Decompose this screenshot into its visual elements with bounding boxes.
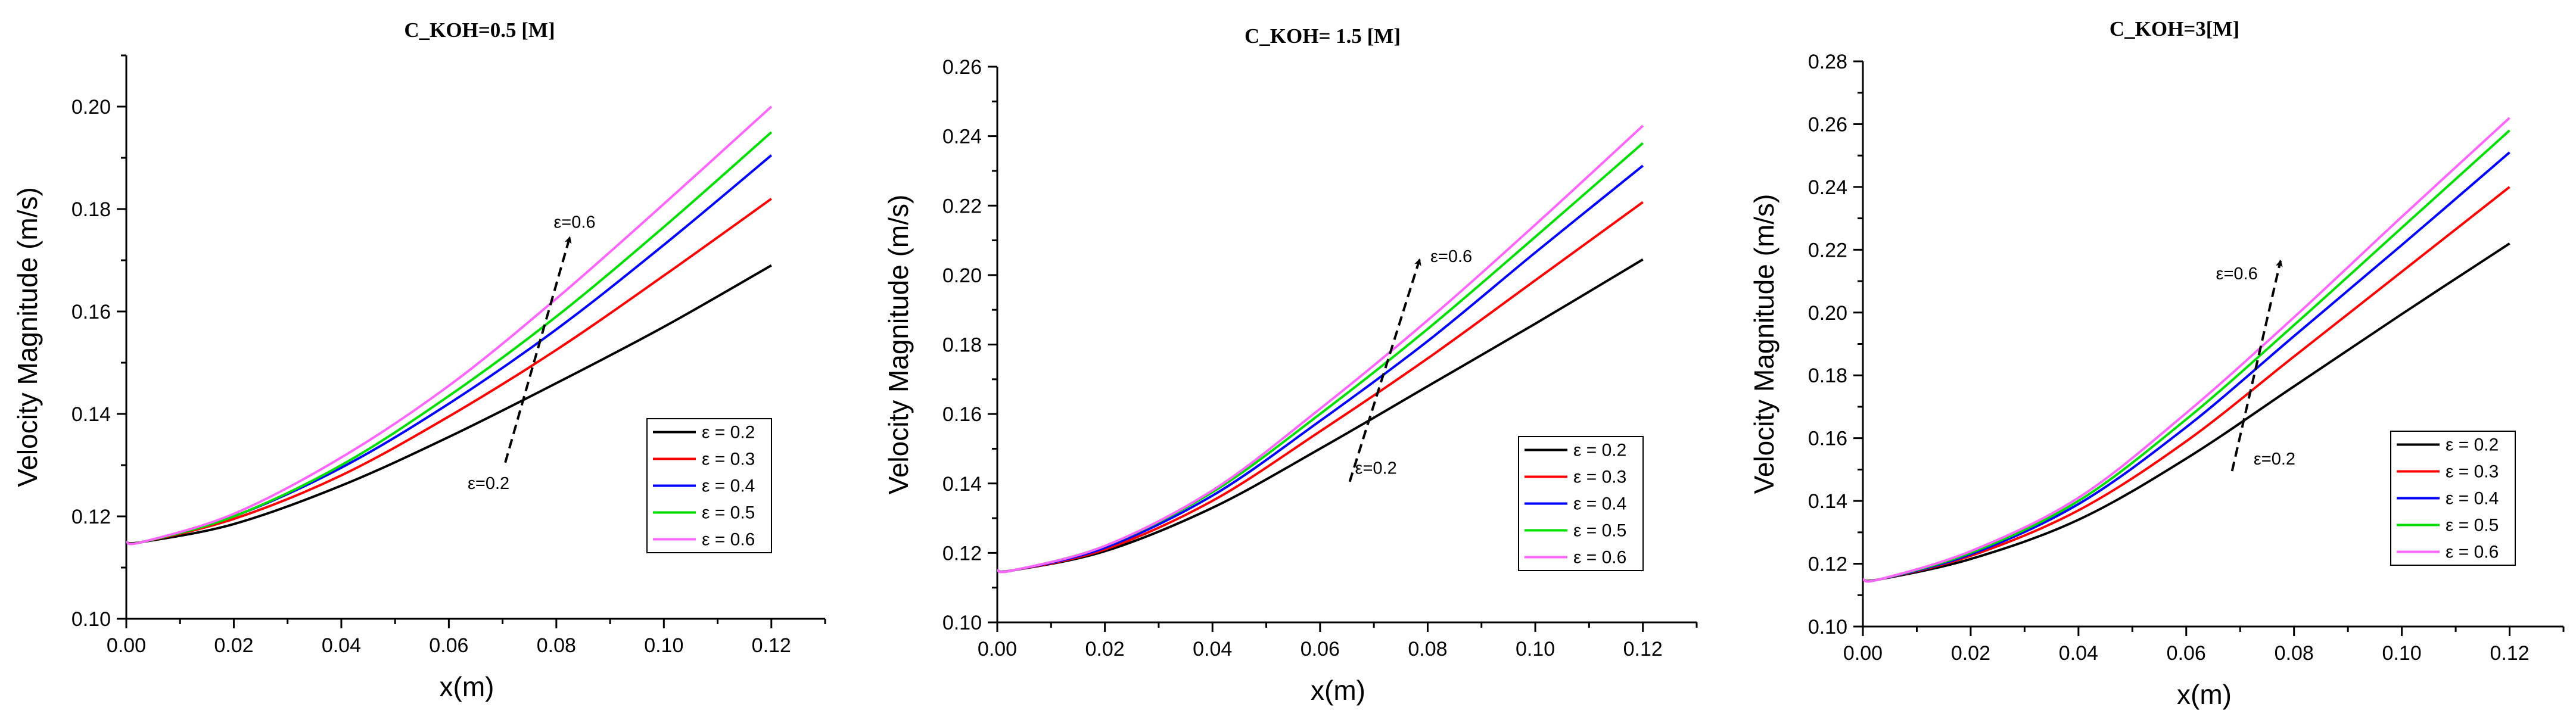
y-tick-label: 0.14 xyxy=(942,473,982,496)
legend-label: ε = 0.3 xyxy=(1573,468,1626,487)
y-tick-label: 0.20 xyxy=(71,96,111,119)
y-tick-label: 0.16 xyxy=(942,403,982,426)
chart-panel-3: C_KOH=3[M] 0.00 0.02 0.04 0.06 0.08 0.10 0.12 0.… xyxy=(1749,17,2565,710)
dashed-arrow xyxy=(2230,259,2283,472)
x-tick-label: 0.06 xyxy=(429,634,468,657)
annotation-label: ε=0.6 xyxy=(1430,247,1472,266)
x-tick-label: 0.04 xyxy=(2059,642,2098,665)
y-axis-label: Velocity Magnitude (m/s) xyxy=(883,195,914,495)
legend-label: ε = 0.2 xyxy=(702,423,755,443)
x-tick-label: 0.12 xyxy=(2490,642,2529,665)
y-tick-label: 0.12 xyxy=(71,506,111,528)
y-tick-label: 0.10 xyxy=(1808,616,1847,638)
legend-label: ε = 0.6 xyxy=(2446,543,2499,562)
x-tick-label: 0.02 xyxy=(1085,638,1125,660)
y-tick-label: 0.20 xyxy=(942,264,982,287)
x-tick-label: 0.08 xyxy=(2275,642,2314,665)
y-tick-label: 0.26 xyxy=(942,56,982,79)
chart-title: C_KOH=0.5 [M] xyxy=(404,18,555,42)
x-tick-label: 0.02 xyxy=(1951,642,1990,665)
y-tick-label: 0.24 xyxy=(1808,176,1847,199)
x-tick-label: 0.10 xyxy=(2382,642,2422,665)
y-tick-label: 0.22 xyxy=(942,195,982,217)
series-line-1 xyxy=(126,264,772,545)
x-axis-label: x(m) xyxy=(2177,679,2232,710)
legend: ε = 0.2 ε = 0.3 ε = 0.4 ε = 0.5 ε = 0.6 xyxy=(646,418,772,553)
y-tick-label: 0.10 xyxy=(942,612,982,634)
x-tick-label: 0.00 xyxy=(1843,642,1883,665)
y-tick-label: 0.16 xyxy=(71,301,111,323)
chart-title: C_KOH=3[M] xyxy=(2110,17,2239,40)
y-tick-label: 0.18 xyxy=(71,198,111,221)
legend-label: ε = 0.3 xyxy=(702,450,755,469)
annotation-label: ε=0.2 xyxy=(1355,459,1397,478)
legend-label: ε = 0.4 xyxy=(2446,489,2499,509)
x-tick-label: 0.00 xyxy=(978,638,1017,660)
legend-label: ε = 0.5 xyxy=(1573,521,1626,541)
legend-label: ε = 0.2 xyxy=(2446,435,2499,455)
x-tick-label: 0.00 xyxy=(107,634,146,657)
y-tick-label: 0.22 xyxy=(1808,239,1847,261)
legend-label: ε = 0.3 xyxy=(2446,462,2499,482)
x-tick-label: 0.04 xyxy=(1193,638,1232,660)
x-tick-label: 0.06 xyxy=(2167,642,2206,665)
y-tick-label: 0.14 xyxy=(1808,490,1847,513)
dashed-arrow xyxy=(1348,258,1421,482)
chart-panel-2: C_KOH= 1.5 [M] 0.00 0.02 0.04 0.06 0.08 0.10 0.… xyxy=(883,24,1698,706)
dashed-arrow xyxy=(504,236,572,463)
series-line-1 xyxy=(1862,242,2510,582)
y-tick-label: 0.12 xyxy=(1808,553,1847,576)
legend-label: ε = 0.6 xyxy=(702,530,755,550)
y-tick-label: 0.12 xyxy=(942,542,982,565)
x-tick-label: 0.06 xyxy=(1301,638,1340,660)
x-axis-label: x(m) xyxy=(440,671,494,702)
x-axis-label: x(m) xyxy=(1311,675,1365,706)
y-tick-label: 0.14 xyxy=(71,403,111,426)
y-tick-label: 0.16 xyxy=(1808,428,1847,450)
legend: ε = 0.2 ε = 0.3 ε = 0.4 ε = 0.5 ε = 0.6 xyxy=(2390,431,2516,566)
x-tick-label: 0.10 xyxy=(1516,638,1555,660)
legend-label: ε = 0.4 xyxy=(1573,494,1626,514)
y-tick-label: 0.20 xyxy=(1808,302,1847,325)
x-tick-label: 0.08 xyxy=(537,634,576,657)
legend-label: ε = 0.5 xyxy=(2446,516,2499,535)
annotation-label: ε=0.2 xyxy=(2254,450,2295,469)
annotation-label: ε=0.2 xyxy=(468,474,509,493)
x-tick-label: 0.02 xyxy=(214,634,253,657)
y-tick-label: 0.18 xyxy=(942,334,982,357)
legend-label: ε = 0.6 xyxy=(1573,548,1626,568)
x-tick-label: 0.04 xyxy=(322,634,361,657)
legend-label: ε = 0.4 xyxy=(702,476,755,496)
y-tick-label: 0.18 xyxy=(1808,364,1847,387)
annotation-label: ε=0.6 xyxy=(553,213,595,232)
x-tick-label: 0.12 xyxy=(752,634,791,657)
y-tick-label: 0.10 xyxy=(71,608,111,631)
chart-panel-1: C_KOH=0.5 [M] 0.00 0.02 0.04 0.06 0.08 0.10 0.1… xyxy=(12,18,826,702)
y-axis-label: Velocity Magnitude (m/s) xyxy=(1749,194,1779,494)
x-tick-label: 0.08 xyxy=(1408,638,1447,660)
y-tick-label: 0.24 xyxy=(942,126,982,148)
legend-label: ε = 0.5 xyxy=(702,503,755,523)
series-line-5 xyxy=(126,105,773,546)
x-tick-label: 0.12 xyxy=(1623,638,1663,660)
legend: ε = 0.2 ε = 0.3 ε = 0.4 ε = 0.5 ε = 0.6 xyxy=(1518,436,1644,571)
x-tick-label: 0.10 xyxy=(644,634,683,657)
chart-title: C_KOH= 1.5 [M] xyxy=(1245,24,1401,48)
y-tick-label: 0.26 xyxy=(1808,113,1847,136)
annotation-label: ε=0.6 xyxy=(2216,264,2258,283)
y-axis-label: Velocity Magnitude (m/s) xyxy=(12,187,43,487)
legend-label: ε = 0.2 xyxy=(1573,441,1626,460)
y-tick-label: 0.28 xyxy=(1808,51,1847,73)
series-line-5 xyxy=(997,124,1644,574)
series-line-5 xyxy=(1862,117,2510,583)
